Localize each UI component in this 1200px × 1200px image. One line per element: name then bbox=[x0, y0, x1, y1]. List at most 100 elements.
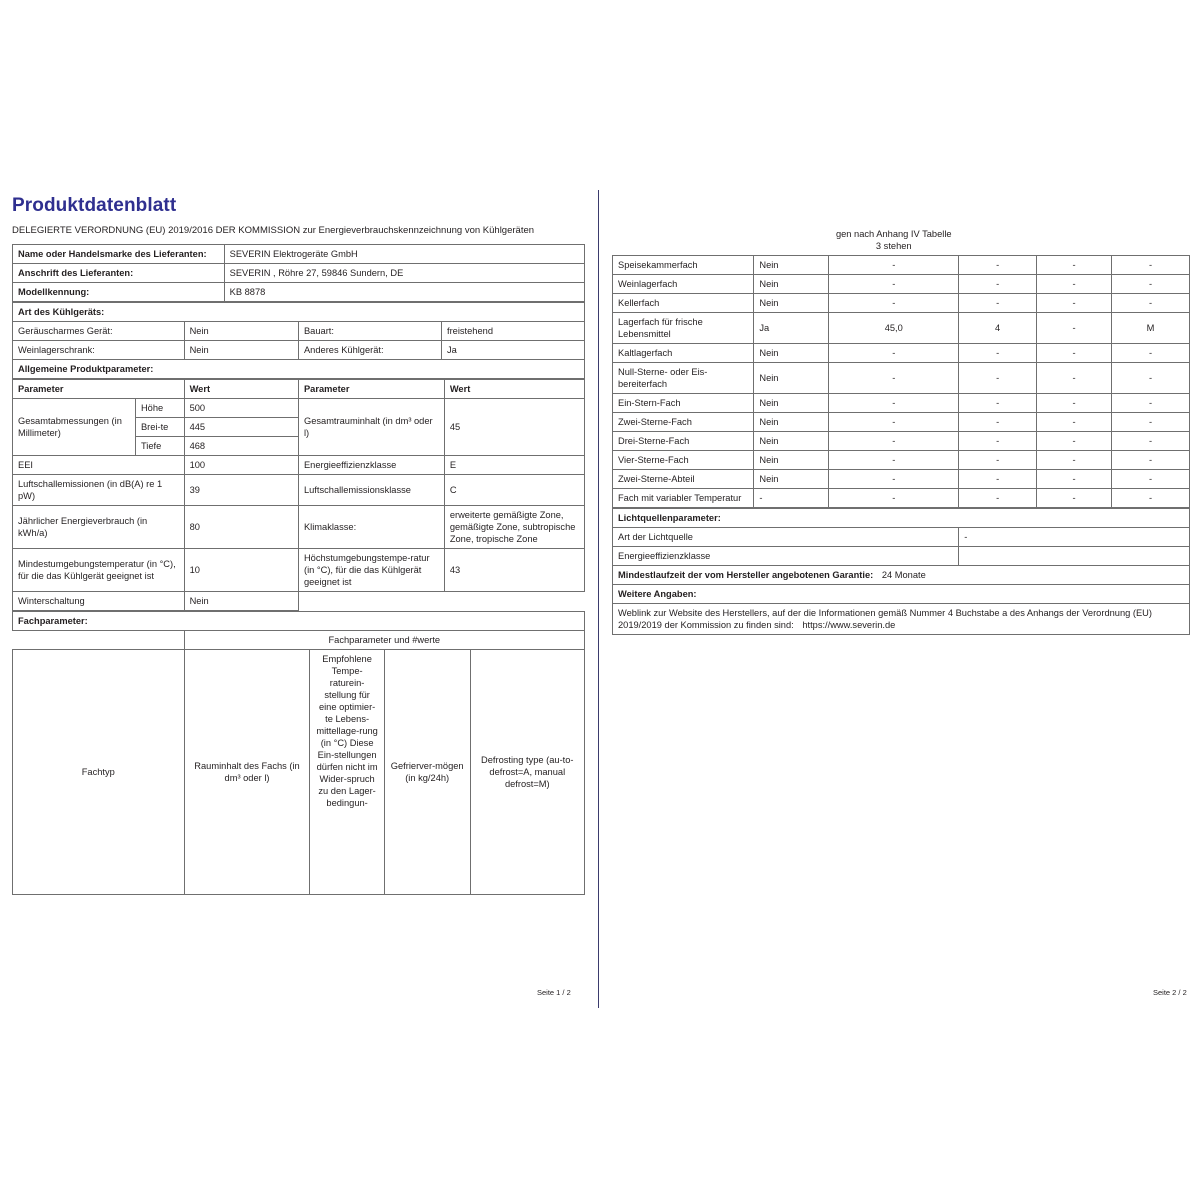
compartment-temperature: - bbox=[958, 487, 1038, 508]
annual-energy-label: Jährlicher Energieverbrauch (in kWh/a) bbox=[12, 504, 185, 549]
empty-cell bbox=[754, 195, 829, 255]
table-row: Weinlagerschrank: Nein Anderes Kühlgerät… bbox=[12, 339, 586, 360]
section-header-row: Art des Kühlgeräts: bbox=[12, 301, 585, 322]
empty-cell bbox=[1037, 195, 1112, 255]
compartment-defrost-type: - bbox=[1111, 468, 1190, 489]
table-row: Luftschallemissionen (in dB(A) re 1 pW) … bbox=[12, 473, 586, 506]
warranty-label: Mindestlaufzeit der vom Hersteller angeb… bbox=[618, 569, 874, 580]
supplier-address-value: SEVERIN , Röhre 27, 59846 Sundern, DE bbox=[223, 262, 586, 283]
compartment-defrost-type: - bbox=[1111, 487, 1190, 508]
table-row: Energieeffizienzklasse bbox=[611, 545, 1190, 566]
width-value: 445 bbox=[183, 416, 299, 437]
compartment-name: Null-Sterne- oder Eis-bereiterfach bbox=[611, 361, 755, 394]
empty-cell bbox=[444, 591, 584, 610]
compartment-present: - bbox=[753, 487, 830, 508]
supplier-name-label: Name oder Handelsmarke des Lieferanten: bbox=[12, 243, 225, 264]
model-label: Modellkennung: bbox=[12, 281, 225, 302]
compartment-temperature: - bbox=[958, 392, 1038, 413]
table-row: Zwei-Sterne-Fach Nein - - - - bbox=[611, 411, 1190, 432]
low-noise-value: Nein bbox=[183, 320, 299, 341]
compartment-temperature: - bbox=[958, 449, 1038, 470]
light-params-table: Lichtquellenparameter: Art der Lichtquel… bbox=[611, 507, 1190, 635]
table-row: Anschrift des Lieferanten: SEVERIN , Röh… bbox=[12, 262, 586, 283]
compartment-temperature: - bbox=[958, 273, 1038, 294]
eei-value: 100 bbox=[183, 454, 299, 475]
max-temp-value: 43 bbox=[443, 547, 586, 592]
compartment-name: Weinlagerfach bbox=[611, 273, 755, 294]
compartment-volume: - bbox=[828, 361, 960, 394]
compartment-defrost-type: - bbox=[1111, 273, 1190, 294]
compartment-params-header: Fachparameter: bbox=[12, 610, 585, 631]
table-row: Gesamtabmessungen (in Millimeter) Höhe 5… bbox=[12, 397, 586, 456]
table-row: Weinlagerfach Nein - - - - bbox=[611, 273, 1190, 294]
compartment-freezing-capacity: - bbox=[1036, 487, 1113, 508]
general-params-table: Parameter Wert Parameter Wert Gesamtabme… bbox=[12, 378, 586, 611]
table-row: gen nach Anhang IV Tabelle 3 stehen bbox=[613, 195, 1190, 255]
light-type-value: - bbox=[958, 526, 1190, 547]
appliance-type-header: Art des Kühlgeräts: bbox=[12, 301, 585, 322]
empty-cell bbox=[613, 195, 754, 255]
table-row: Jährlicher Energieverbrauch (in kWh/a) 8… bbox=[12, 504, 586, 549]
compartment-freezing-capacity: - bbox=[1036, 449, 1113, 470]
low-noise-label: Geräuscharmes Gerät: bbox=[12, 320, 185, 341]
weblink-row: Weblink zur Website des Herstellers, auf… bbox=[612, 602, 1190, 635]
compartment-freezing-capacity: - bbox=[1036, 254, 1113, 275]
compartment-temperature: - bbox=[958, 254, 1038, 275]
weblink-text: Weblink zur Website des Herstellers, auf… bbox=[618, 607, 1152, 630]
depth-value: 468 bbox=[183, 435, 299, 456]
table-row: Art der Lichtquelle - bbox=[611, 526, 1190, 547]
table-row: Fachparameter und #werte bbox=[13, 629, 586, 650]
col-temperatur: Empfohlene Tempe-raturein-stellung für e… bbox=[309, 648, 385, 895]
section-header-row: Lichtquellenparameter: bbox=[612, 507, 1190, 528]
other-appliance-value: Ja bbox=[440, 339, 586, 360]
compartment-defrost-type: - bbox=[1111, 342, 1190, 363]
wine-cabinet-label: Weinlagerschrank: bbox=[12, 339, 185, 360]
design-value: freistehend bbox=[440, 320, 586, 341]
table-row: Null-Sterne- oder Eis-bereiterfach Nein - -… bbox=[611, 361, 1190, 394]
energy-class-label: Energieeffizienzklasse bbox=[297, 454, 445, 475]
table-row: Zwei-Sterne-Abteil Nein - - - - bbox=[611, 468, 1190, 489]
min-temp-value: 10 bbox=[183, 547, 299, 592]
compartment-present: Nein bbox=[753, 254, 830, 275]
height-value: 500 bbox=[183, 397, 299, 418]
compartment-name: Speisekammerfach bbox=[611, 254, 755, 275]
table-row: Parameter Wert Parameter Wert bbox=[12, 378, 586, 399]
compartment-freezing-capacity: - bbox=[1036, 342, 1113, 363]
table-row: Drei-Sterne-Fach Nein - - - - bbox=[611, 430, 1190, 451]
winter-label: Winterschaltung bbox=[12, 590, 185, 611]
table-row: Tiefe 468 bbox=[13, 435, 585, 456]
table-row: Speisekammerfach Nein - - - - bbox=[611, 254, 1190, 275]
compartment-freezing-capacity: - bbox=[1036, 392, 1113, 413]
header-continued: gen nach Anhang IV Tabelle 3 stehen bbox=[835, 228, 952, 251]
compartment-freezing-capacity: - bbox=[1036, 411, 1113, 432]
climate-class-label: Klimaklasse: bbox=[297, 504, 445, 549]
climate-class-value: erweiterte gemäßigte Zone, gemäßigte Zon… bbox=[443, 504, 586, 549]
regulation-subtitle: DELEGIERTE VERORDNUNG (EU) 2019/2016 DER… bbox=[12, 225, 535, 236]
compartment-name: Vier-Sterne-Fach bbox=[611, 449, 755, 470]
energy-class-value: E bbox=[443, 454, 586, 475]
compartment-volume: - bbox=[828, 468, 960, 489]
compartment-freezing-capacity: - bbox=[1036, 468, 1113, 489]
table-row: Mindestumgebungstemperatur (in °C), für … bbox=[12, 547, 586, 592]
compartment-present: Nein bbox=[753, 273, 830, 294]
wine-cabinet-value: Nein bbox=[183, 339, 299, 360]
dimensions-label: Gesamtabmessungen (in Millimeter) bbox=[12, 397, 136, 456]
warranty-row: Mindestlaufzeit der vom Hersteller angeb… bbox=[612, 564, 1190, 585]
empty-cell bbox=[13, 630, 185, 649]
compartment-temperature: - bbox=[958, 361, 1038, 394]
compartment-freezing-capacity: - bbox=[1036, 292, 1113, 313]
compartment-present: Nein bbox=[753, 292, 830, 313]
table-row: Modellkennung: KB 8878 bbox=[12, 281, 586, 302]
appliance-type-table: Art des Kühlgeräts: Geräuscharmes Gerät:… bbox=[12, 301, 586, 379]
compartment-temperature: - bbox=[958, 430, 1038, 451]
volume-value: 45 bbox=[443, 397, 586, 456]
noise-value: 39 bbox=[183, 473, 299, 506]
weblink-url[interactable]: https://www.severin.de bbox=[802, 619, 896, 630]
table-row: Lagerfach für frische Lebensmittel Ja 45,0… bbox=[611, 311, 1190, 344]
col-wert-2: Wert bbox=[443, 378, 586, 399]
compartment-name: Kaltlagerfach bbox=[611, 342, 755, 363]
annual-energy-value: 80 bbox=[183, 504, 299, 549]
model-value: KB 8878 bbox=[223, 281, 586, 302]
compartment-volume: - bbox=[828, 411, 960, 432]
table-row: Name oder Handelsmarke des Lieferanten: … bbox=[12, 243, 586, 264]
